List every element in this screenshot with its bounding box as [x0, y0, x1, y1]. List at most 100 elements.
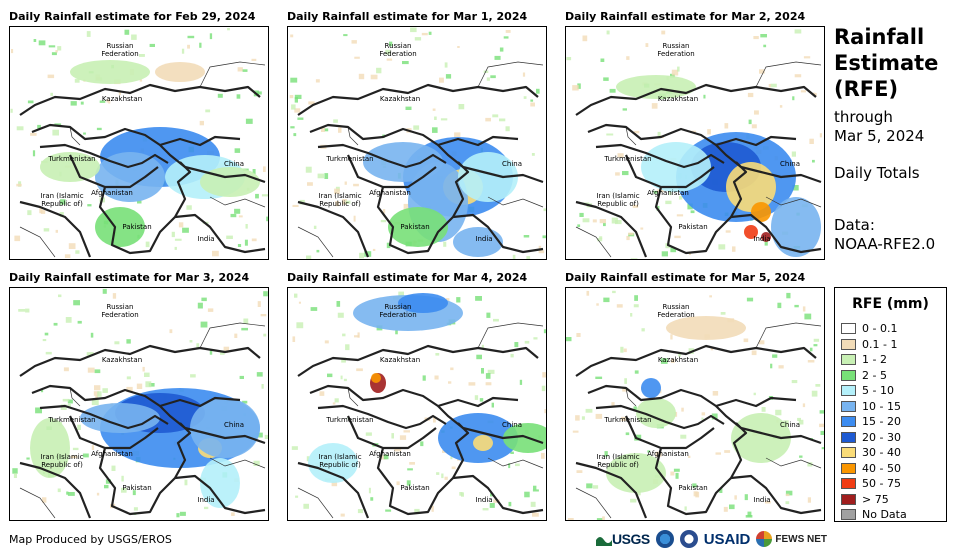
country-label-kazakhstan: Kazakhstan [379, 356, 421, 364]
rain-speckle [77, 320, 82, 324]
rain-speckle [176, 513, 180, 518]
rain-speckle [794, 304, 799, 308]
rain-speckle [54, 123, 62, 126]
rain-speckle [197, 302, 203, 309]
rain-speckle [59, 212, 64, 217]
rain-speckle [199, 42, 202, 48]
rain-speckle [313, 225, 317, 229]
country-label-russia: Russian Federation [379, 42, 417, 58]
rain-speckle [637, 490, 641, 496]
country-border [437, 144, 544, 184]
rain-speckle [422, 375, 426, 381]
rain-speckle [96, 127, 102, 131]
rain-speckle [184, 479, 188, 486]
rain-speckle [681, 407, 684, 412]
rain-speckle [243, 318, 249, 324]
rain-speckle [692, 483, 697, 488]
province-border [765, 457, 822, 469]
rain-speckle [319, 391, 325, 396]
country-label-iran: Iran (Islamic Republic of) [318, 192, 362, 208]
rain-speckle [628, 232, 634, 236]
rain-speckle [479, 398, 484, 402]
rain-speckle [541, 452, 545, 459]
rain-speckle [14, 235, 21, 242]
country-border [68, 154, 159, 189]
country-label-russia: Russian Federation [657, 42, 695, 58]
rain-speckle [343, 378, 347, 382]
rain-speckle [264, 434, 268, 439]
legend-item: 30 - 40 [841, 445, 907, 461]
rain-speckle [91, 399, 99, 406]
country-border [452, 213, 544, 254]
rain-speckle [532, 489, 539, 492]
rain-speckle [421, 32, 428, 36]
rain-speckle [751, 350, 757, 356]
legend-title: RFE (mm) [852, 296, 929, 312]
legend-item: > 75 [841, 492, 907, 508]
rain-speckle [405, 106, 412, 110]
rain-speckle [474, 395, 479, 400]
country-border [39, 143, 169, 169]
rain-speckle [508, 463, 511, 469]
rain-speckle [403, 430, 410, 433]
rain-speckle [182, 227, 189, 233]
rain-area [503, 423, 546, 453]
province-border [297, 226, 334, 258]
rain-speckle [354, 335, 360, 338]
rain-speckle [432, 108, 436, 111]
rain-speckle [220, 351, 225, 355]
rain-area [371, 373, 381, 383]
rain-speckle [370, 74, 378, 80]
province-border [487, 457, 544, 469]
fews-net-text: FEWS NET [775, 533, 828, 545]
rain-speckle [57, 488, 61, 493]
rain-speckle [121, 487, 127, 493]
country-label-pakistan: Pakistan [122, 484, 152, 492]
rain-speckle [450, 455, 453, 460]
rain-speckle [428, 31, 432, 35]
rain-speckle [746, 297, 754, 302]
rain-speckle [251, 58, 257, 61]
rain-speckle [335, 201, 339, 207]
country-label-china: China [502, 421, 522, 429]
rain-speckle [615, 220, 622, 225]
rain-speckle [410, 27, 417, 33]
country-label-iran: Iran (Islamic Republic of) [40, 453, 84, 469]
rain-speckle [82, 453, 89, 458]
rain-speckle [451, 466, 456, 470]
rain-speckle [42, 339, 47, 342]
legend-swatch [841, 416, 856, 428]
usgs-logo: USGS [596, 531, 650, 547]
rain-speckle [487, 369, 495, 374]
rain-speckle [634, 370, 639, 374]
rain-speckle [523, 96, 527, 99]
country-label-iran: Iran (Islamic Republic of) [318, 453, 362, 469]
rain-speckle [671, 358, 675, 363]
map-canvas [566, 290, 824, 520]
rain-area [666, 316, 746, 340]
rain-speckle [30, 132, 37, 136]
rain-speckle [606, 30, 610, 35]
rain-speckle [785, 501, 790, 505]
rain-area [388, 207, 448, 247]
map-credit: Map Produced by USGS/EROS [9, 533, 172, 546]
rain-speckle [576, 333, 581, 337]
legend-swatch [841, 431, 856, 443]
rainfall-map: Russian Federation Kazakhstan Turkmenistan… [287, 26, 547, 260]
province-border [755, 61, 822, 88]
rain-speckle [701, 412, 706, 416]
rain-speckle [236, 94, 241, 99]
rain-speckle [519, 379, 523, 385]
legend-swatch [841, 462, 856, 474]
rain-area [473, 435, 493, 451]
rain-speckle [189, 340, 193, 343]
map-panel-mar-3: Daily Rainfall estimate for Mar 3, 2024 … [9, 271, 269, 521]
rain-area [771, 197, 821, 257]
legend-item: 1 - 2 [841, 352, 907, 368]
rain-speckle [514, 342, 519, 348]
rain-speckle [800, 90, 806, 93]
rain-speckle [492, 114, 499, 118]
rain-speckle [693, 491, 698, 497]
fews-net-logo: FEWS NET [756, 531, 827, 547]
